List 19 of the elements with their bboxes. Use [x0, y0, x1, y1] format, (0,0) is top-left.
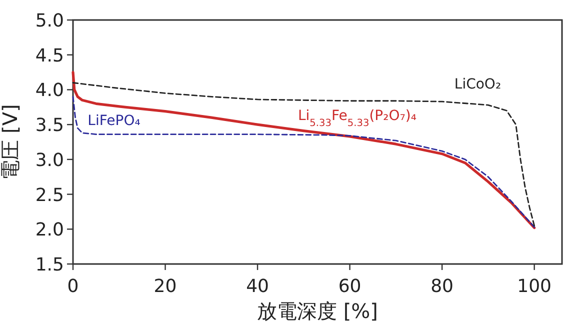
y-tick-label: 2.0	[35, 220, 64, 241]
x-tick-label: 0	[67, 276, 79, 297]
y-tick-label: 2.5	[35, 184, 64, 206]
series-label: LiFePO₄	[88, 112, 141, 129]
y-tick-label: 5.0	[35, 10, 64, 32]
y-axis-title: 電圧 [V]	[0, 104, 22, 180]
x-tick-label: 100	[517, 276, 552, 297]
x-tick-label: 60	[338, 276, 362, 297]
series-label: LiCoO₂	[454, 76, 502, 92]
y-tick-label: 4.5	[35, 45, 64, 66]
y-tick-label: 4.0	[35, 80, 64, 102]
x-tick-label: 20	[154, 276, 177, 297]
x-axis-title: 放電深度 [%]	[257, 299, 378, 323]
x-tick-label: 40	[246, 276, 269, 297]
x-tick-label: 80	[430, 276, 454, 297]
series-label: Li$_{5.33}$Fe$_{5.33}$(P₂O₇)₄	[298, 108, 417, 129]
y-tick-label: 1.5	[35, 254, 64, 276]
y-tick-label: 3.0	[35, 150, 64, 171]
y-tick-label: 3.5	[35, 115, 64, 136]
